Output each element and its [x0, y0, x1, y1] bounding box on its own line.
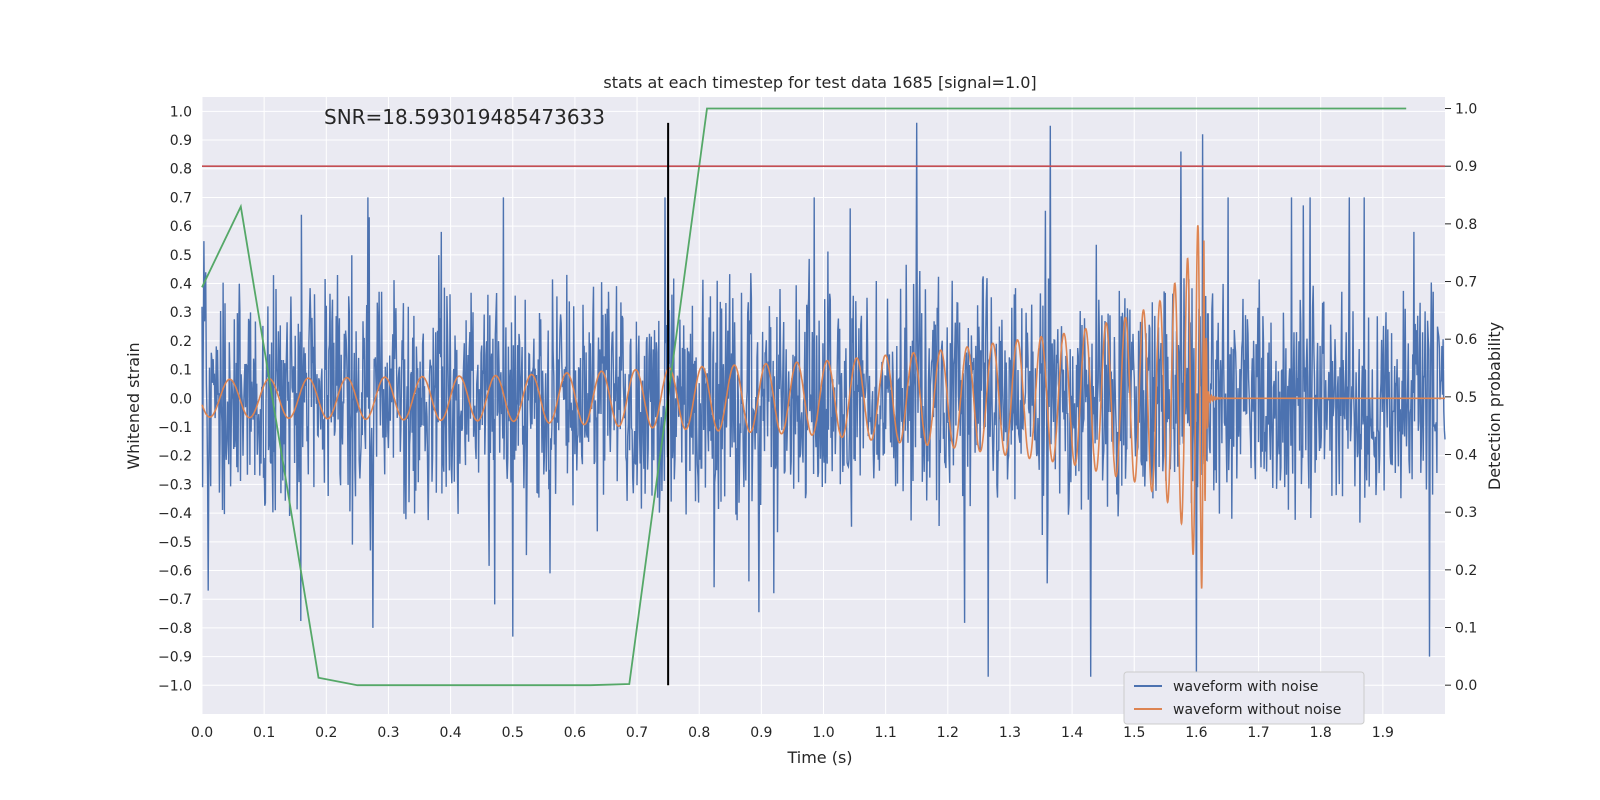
y2-tick-label: 0.1: [1455, 621, 1477, 637]
x-tick-label: 0.7: [626, 725, 648, 741]
y-tick-label: 0.6: [170, 219, 192, 235]
x-tick-label: 1.3: [999, 725, 1021, 741]
y-tick-label: −0.5: [158, 535, 192, 551]
y-tick-label: 0.2: [170, 334, 192, 350]
y2-tick-label: 0.6: [1455, 332, 1477, 348]
x-tick-label: 0.6: [564, 725, 586, 741]
x-tick-label: 1.2: [937, 725, 959, 741]
y2-axis-label: Detection probability: [1485, 322, 1504, 490]
y-ticks: −1.0 −0.9 −0.8 −0.7 −0.6 −0.5 −0.4 −0.3 −0.2 −0.1…: [158, 104, 192, 694]
x-tick-label: 1.0: [812, 725, 834, 741]
y-tick-label: −0.1: [158, 420, 192, 436]
x-tick-label: 1.4: [1061, 725, 1083, 741]
y-tick-label: 0.1: [170, 363, 192, 379]
y-tick-label: 0.3: [170, 305, 192, 321]
series-line-clean: [201, 225, 1445, 589]
x-tick-label: 1.1: [875, 725, 897, 741]
x-tick-label: 0.2: [315, 725, 337, 741]
series-layer: [201, 107, 1446, 687]
y-tick-label: −0.3: [158, 477, 192, 493]
x-ticks: 0.0 0.1 0.2 0.3 0.4 0.5 0.6 0.7 0.8 0.9 1.0 1.1 1.2 1…: [191, 725, 1394, 741]
x-tick-label: 0.3: [377, 725, 399, 741]
y2-tick-label: 0.5: [1455, 390, 1477, 406]
x-tick-label: 0.9: [750, 725, 772, 741]
y-tick-label: 0.5: [170, 248, 192, 264]
y2-tick-label: 0.3: [1455, 505, 1477, 521]
series-line-noise: [201, 122, 1446, 677]
y-tick-label: 0.9: [170, 133, 192, 149]
y2-ticks: 0.0 0.1 0.2 0.3 0.4 0.5 0.6 0.7 0.8 0.9 1.0: [1445, 102, 1477, 694]
x-tick-label: 0.1: [253, 725, 275, 741]
y-axis-label: Whitened strain: [124, 342, 143, 469]
y-tick-label: 1.0: [170, 104, 192, 120]
y-tick-label: 0.7: [170, 190, 192, 206]
y2-tick-label: 0.7: [1455, 275, 1477, 291]
legend-label-clean: waveform without noise: [1173, 702, 1341, 718]
y-tick-label: −0.9: [158, 650, 192, 666]
x-tick-label: 0.0: [191, 725, 213, 741]
x-tick-label: 0.4: [439, 725, 461, 741]
y2-tick-label: 0.8: [1455, 217, 1477, 233]
y-tick-label: −0.8: [158, 621, 192, 637]
y-tick-label: −0.2: [158, 449, 192, 465]
legend: waveform with noise waveform without noi…: [1123, 671, 1365, 725]
x-tick-label: 1.5: [1123, 725, 1145, 741]
y-tick-label: −1.0: [158, 678, 192, 694]
y2-tick-label: 0.4: [1455, 448, 1477, 464]
x-axis-label: Time (s): [786, 748, 852, 767]
y2-tick-label: 0.2: [1455, 563, 1477, 579]
y2-tick-label: 0.0: [1455, 678, 1477, 694]
legend-label-noise: waveform with noise: [1173, 679, 1318, 695]
y-tick-label: 0.0: [170, 391, 192, 407]
x-tick-label: 1.7: [1247, 725, 1269, 741]
x-tick-label: 0.8: [688, 725, 710, 741]
x-tick-label: 1.8: [1310, 725, 1332, 741]
series-line-probability: [201, 107, 1407, 687]
snr-annotation: SNR=18.593019485473633: [324, 105, 605, 129]
y2-tick-label: 1.0: [1455, 102, 1477, 118]
y-tick-label: −0.4: [158, 506, 192, 522]
x-tick-label: 1.6: [1185, 725, 1207, 741]
x-tick-label: 0.5: [502, 725, 524, 741]
y-tick-label: 0.4: [170, 277, 192, 293]
legend-box: [1123, 671, 1365, 725]
chart-title: stats at each timestep for test data 168…: [603, 73, 1036, 92]
y-tick-label: −0.6: [158, 564, 192, 580]
y-tick-label: −0.7: [158, 592, 192, 608]
y-tick-label: 0.8: [170, 162, 192, 178]
y2-tick-label: 0.9: [1455, 159, 1477, 175]
x-tick-label: 1.9: [1372, 725, 1394, 741]
